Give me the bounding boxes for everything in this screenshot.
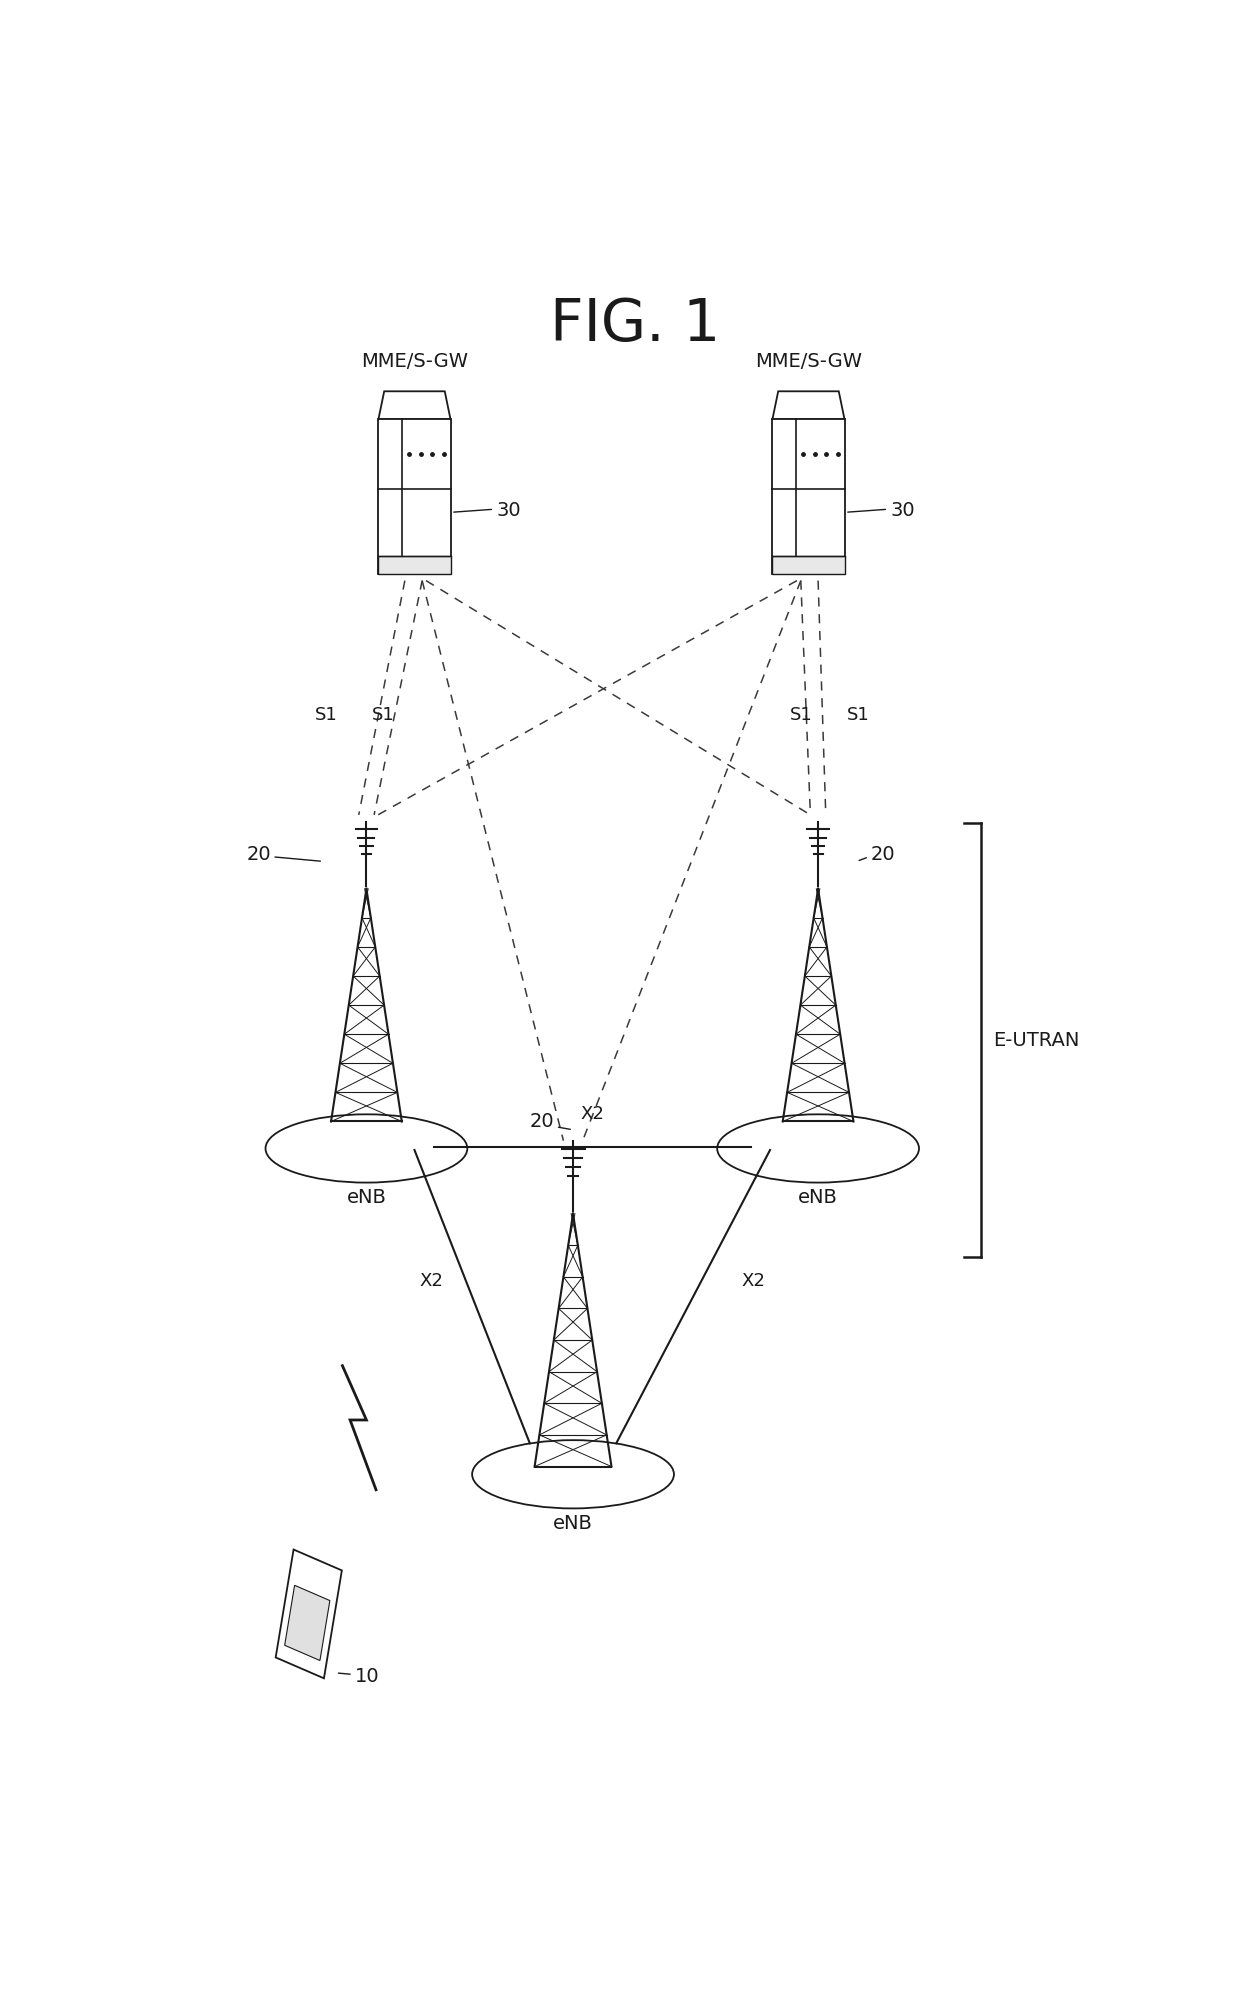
- Text: eNB: eNB: [799, 1188, 838, 1206]
- Ellipse shape: [717, 1116, 919, 1182]
- Text: 20: 20: [529, 1112, 554, 1130]
- Text: 30: 30: [890, 499, 915, 520]
- Text: X2: X2: [580, 1104, 604, 1122]
- Text: X2: X2: [419, 1271, 443, 1289]
- Text: S1: S1: [315, 705, 337, 723]
- Polygon shape: [773, 393, 844, 421]
- Text: MME/S-GW: MME/S-GW: [361, 350, 467, 371]
- Text: FIG. 1: FIG. 1: [551, 296, 720, 352]
- Text: eNB: eNB: [553, 1513, 593, 1533]
- Text: S1: S1: [847, 705, 869, 723]
- Text: X2: X2: [742, 1271, 765, 1289]
- Polygon shape: [378, 393, 450, 421]
- Bar: [773, 556, 844, 576]
- Text: MME/S-GW: MME/S-GW: [755, 350, 862, 371]
- Text: S1: S1: [790, 705, 812, 723]
- Polygon shape: [275, 1549, 342, 1678]
- Bar: [378, 556, 450, 576]
- Text: S1: S1: [372, 705, 396, 723]
- Text: 20: 20: [870, 844, 895, 864]
- Text: eNB: eNB: [346, 1188, 387, 1206]
- Polygon shape: [285, 1585, 330, 1662]
- Bar: [378, 421, 450, 576]
- Text: E-UTRAN: E-UTRAN: [993, 1031, 1079, 1049]
- Ellipse shape: [265, 1116, 467, 1182]
- Text: 10: 10: [355, 1668, 379, 1686]
- Ellipse shape: [472, 1440, 675, 1508]
- Text: 30: 30: [496, 499, 521, 520]
- Bar: [773, 421, 844, 576]
- Text: 20: 20: [247, 844, 270, 864]
